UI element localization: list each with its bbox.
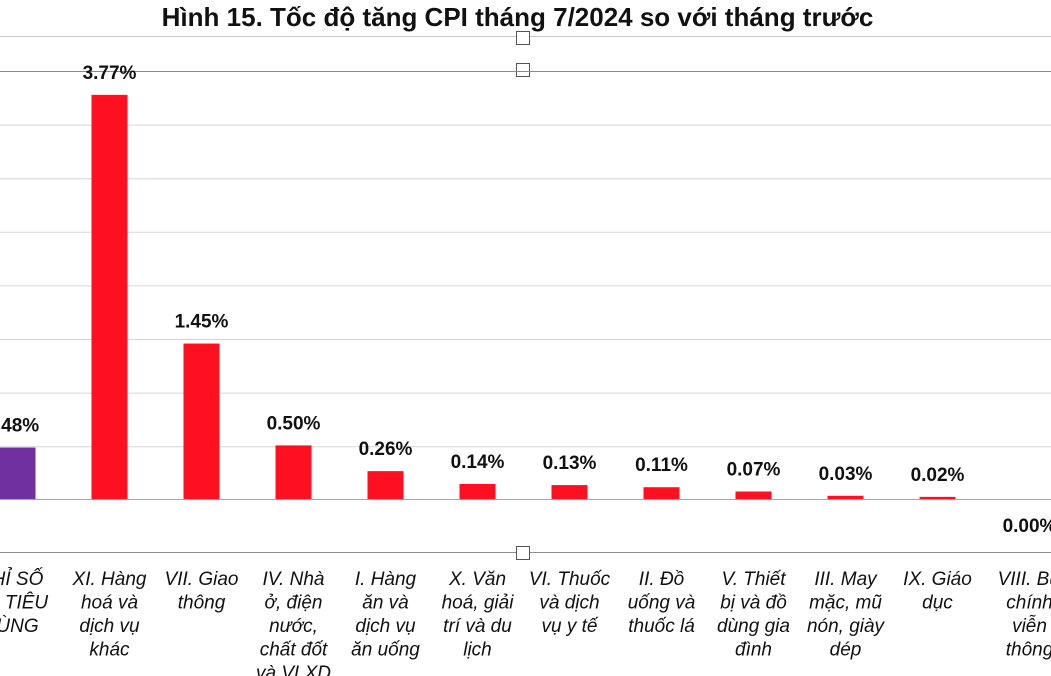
category-label: VIII. Bưchínhviễnthông xyxy=(998,569,1051,661)
bar xyxy=(551,485,588,499)
category-label: VI. Thuốc và dịch vụ y tế xyxy=(529,569,611,637)
category-label: V. Thiết bị và đồ dùng gia đình xyxy=(717,569,790,661)
value-label: 0.03% xyxy=(819,464,873,485)
bar xyxy=(0,447,36,499)
value-label: 3.77% xyxy=(83,63,137,84)
value-label: 0.11% xyxy=(635,455,688,476)
value-label: 0.50% xyxy=(267,413,321,434)
category-label: X. Văn hoá, giải trí và du lịch xyxy=(442,569,515,661)
resize-handle-top[interactable] xyxy=(516,31,530,45)
gridlines xyxy=(0,71,1051,500)
bar xyxy=(367,471,404,499)
bars xyxy=(0,94,956,499)
category-label: II. Đồ uống và thuốc lá xyxy=(628,569,696,637)
category-label: VII. Giao thông xyxy=(165,569,239,614)
category-label: IV. Nhà ở, điện nước, chất đốt và VLXD xyxy=(256,569,331,676)
value-label: 1.45% xyxy=(175,312,229,333)
chart-frame xyxy=(0,31,1051,560)
category-label: III. May mặc, mũ nón, giày dép xyxy=(807,569,886,661)
value-label: 0.13% xyxy=(543,453,597,474)
value-labels: .48% 3.77% 1.45% 0.50% 0.26% 0.14% 0.13% 0.11% 0… xyxy=(0,63,1051,537)
bar xyxy=(735,491,772,499)
value-label: 0.00% xyxy=(1003,516,1051,537)
value-label: 0.07% xyxy=(727,459,781,480)
resize-handle-plot[interactable] xyxy=(516,63,530,77)
resize-handle-bottom[interactable] xyxy=(516,546,530,560)
bar xyxy=(643,487,680,499)
bar xyxy=(91,94,128,499)
bar xyxy=(919,496,956,499)
value-label: 0.14% xyxy=(451,452,505,473)
category-label: I. Hàng ăn và dịch vụ ăn uống xyxy=(351,569,420,661)
category-label: XI. Hàng hoá và dịch vụ khác xyxy=(72,569,147,661)
value-label: 0.02% xyxy=(911,465,965,486)
bar xyxy=(459,483,496,499)
bar xyxy=(275,445,312,499)
bar xyxy=(183,343,220,499)
value-label: .48% xyxy=(0,416,39,437)
bar xyxy=(827,495,864,499)
chart-title: Hình 15. Tốc độ tăng CPI tháng 7/2024 so… xyxy=(161,2,874,32)
category-label: IX. Giáo dục xyxy=(903,569,972,614)
value-label: 0.26% xyxy=(359,439,413,460)
